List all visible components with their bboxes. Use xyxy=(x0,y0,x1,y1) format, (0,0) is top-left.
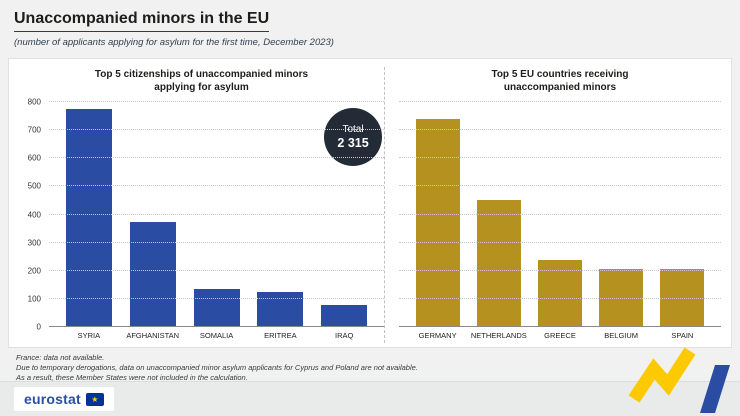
y-axis-tick-label: 500 xyxy=(27,181,41,191)
gridline xyxy=(399,241,721,243)
gridline xyxy=(49,241,385,243)
y-axis-tick-label: 100 xyxy=(27,294,41,304)
eurostat-logo-text: eurostat xyxy=(24,391,81,407)
y-axis-tick-label: 400 xyxy=(27,210,41,219)
bar-greece xyxy=(537,259,583,327)
gridline xyxy=(49,213,385,215)
bars-group xyxy=(399,102,721,327)
footnote-line: France: data not available. xyxy=(16,353,105,362)
x-axis-label: NETHERLANDS xyxy=(470,331,527,340)
x-axis-label: ERITREA xyxy=(264,331,297,340)
gridline xyxy=(399,213,721,215)
x-axis-label: SOMALIA xyxy=(199,331,234,340)
bar-iraq xyxy=(321,304,368,327)
x-axis-labels: SYRIA AFGHANISTAN SOMALIA ERITREA IRAQ xyxy=(19,331,384,340)
gridline xyxy=(399,326,721,327)
footnote-line: As a result, these Member States were no… xyxy=(16,373,248,383)
y-axis-tick-label: 600 xyxy=(27,153,41,163)
gridline xyxy=(49,157,385,159)
plot-area-citizenships: Total 2 315 xyxy=(49,101,385,327)
bar-eritrea xyxy=(257,291,304,327)
gridline xyxy=(399,101,721,102)
page-title: Unaccompanied minors in the EU xyxy=(14,10,270,32)
gridline xyxy=(399,157,721,159)
gridline xyxy=(399,269,721,271)
x-axis-labels: GERMANY NETHERLANDS GREECE BELGIUM SPAIN xyxy=(399,331,721,340)
gridline xyxy=(49,297,385,299)
y-axis-tick-label: 200 xyxy=(27,266,41,276)
gridline xyxy=(399,297,721,299)
gridline xyxy=(399,129,721,131)
footnote-line: Due to temporary derogations, data on un… xyxy=(16,363,418,373)
gridline xyxy=(399,185,721,187)
total-badge: Total 2 315 xyxy=(324,108,383,166)
x-axis-label: GREECE xyxy=(544,331,576,340)
x-axis-label: IRAQ xyxy=(334,331,354,340)
gridline xyxy=(49,269,385,271)
x-axis-label: SPAIN xyxy=(671,331,694,340)
gridline xyxy=(49,185,385,187)
chart-countries: Top 5 EU countries receiving unaccompani… xyxy=(384,67,721,343)
header: Unaccompanied minors in the EU (number o… xyxy=(14,10,334,48)
x-axis-label: BELGIUM xyxy=(604,331,639,340)
chart-title-countries: Top 5 EU countries receiving unaccompani… xyxy=(491,69,629,93)
x-axis-label: SYRIA xyxy=(77,331,101,340)
chart-panel: Top 5 citizenships of unaccompanied mino… xyxy=(8,58,732,348)
y-axis-tick-label: 0 xyxy=(36,322,41,332)
y-axis-tick-label: 300 xyxy=(27,238,41,248)
y-axis: 0 100 200 300 400 500 600 700 800 xyxy=(19,98,49,332)
chart-title-citizenships: Top 5 citizenships of unaccompanied mino… xyxy=(94,69,309,93)
plot-area-countries xyxy=(399,101,721,327)
bars-group xyxy=(49,102,384,327)
x-axis-label: GERMANY xyxy=(418,331,457,340)
bar-afghanistan xyxy=(129,221,176,327)
footnotes: France: data not available. Due to tempo… xyxy=(16,353,418,383)
chart-citizenships: Top 5 citizenships of unaccompanied mino… xyxy=(19,67,385,343)
eurostat-ribbon-decoration-icon xyxy=(628,347,730,413)
gridline xyxy=(49,326,385,327)
x-axis-label: AFGHANISTAN xyxy=(126,331,180,340)
bar-netherlands xyxy=(476,200,521,327)
gridline xyxy=(49,129,385,131)
eurostat-logo: eurostat ★ xyxy=(14,387,114,411)
eu-flag-icon: ★ xyxy=(85,392,104,406)
footer-bar: eurostat ★ xyxy=(0,381,740,416)
bar-somalia xyxy=(193,289,240,327)
page-subtitle: (number of applicants applying for asylu… xyxy=(14,37,334,48)
gridline xyxy=(49,101,385,102)
total-badge-value: 2 315 xyxy=(337,136,369,150)
y-axis-tick-label: 800 xyxy=(27,97,41,107)
bar-syria xyxy=(65,109,112,327)
bar-germany xyxy=(415,118,460,327)
y-axis-tick-label: 700 xyxy=(27,125,41,135)
